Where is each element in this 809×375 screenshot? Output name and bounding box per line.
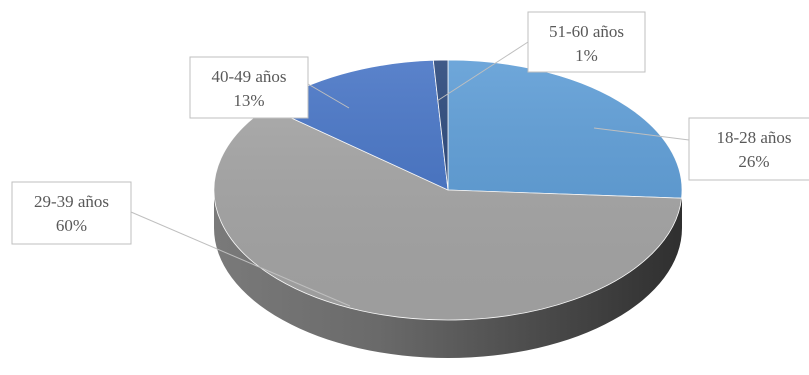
- label-category: 40-49 años: [211, 67, 286, 86]
- data-label-18-28: 18-28 años 26%: [593, 117, 809, 181]
- label-box: [688, 117, 809, 181]
- leader-line: [593, 127, 690, 141]
- label-percent: 1%: [575, 46, 598, 65]
- pie-top-sheen: [214, 60, 682, 320]
- data-label-51-60: 51-60 años 1%: [436, 11, 646, 102]
- label-category: 51-60 años: [549, 22, 624, 41]
- label-percent: 26%: [738, 152, 769, 171]
- leader-line: [436, 41, 529, 102]
- label-percent: 13%: [233, 91, 264, 110]
- data-label-29-39: 29-39 años 60%: [11, 181, 351, 307]
- leader-line: [307, 83, 350, 109]
- pie-labels: 18-28 años 26% 29-39 años 60% 40-49 años 13% 5…: [11, 11, 809, 307]
- leader-line: [130, 211, 351, 307]
- label-box: [11, 181, 132, 245]
- label-percent: 60%: [56, 216, 87, 235]
- label-category: 29-39 años: [34, 192, 109, 211]
- data-label-40-49: 40-49 años 13%: [189, 56, 350, 119]
- pie-slices: [213, 59, 683, 321]
- pie-side-wall-surface: [214, 190, 682, 358]
- label-category: 18-28 años: [716, 128, 791, 147]
- pie-side-wall: [214, 190, 682, 358]
- label-box: [527, 11, 646, 73]
- label-box: [189, 56, 309, 119]
